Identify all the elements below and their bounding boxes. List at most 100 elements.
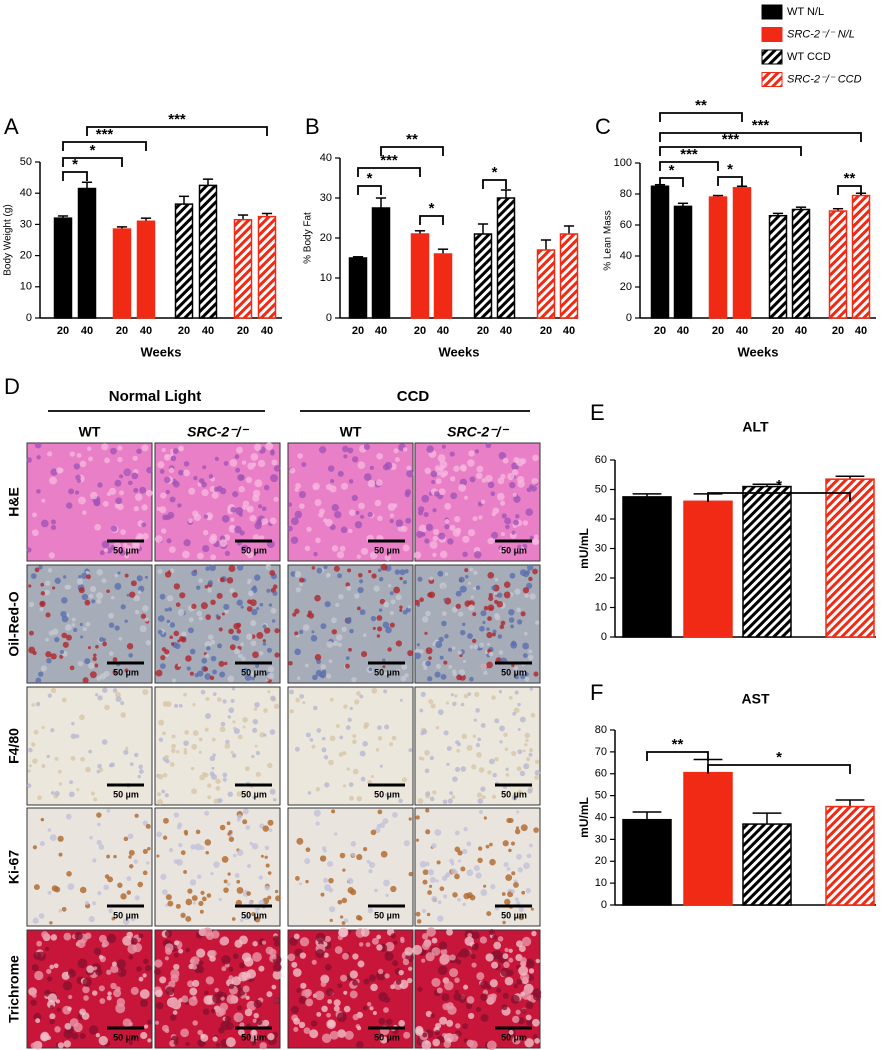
- micrograph-cell: [147, 846, 151, 851]
- micrograph-cell: [402, 958, 410, 966]
- micrograph-cell: [519, 716, 526, 723]
- micrograph-cell: [493, 591, 498, 596]
- micrograph-cell: [319, 446, 327, 454]
- micrograph-cell: [176, 858, 183, 866]
- micrograph-cell: [165, 759, 170, 764]
- micrograph-cell: [474, 691, 480, 698]
- micrograph-cell: [517, 867, 523, 873]
- micrograph-cell: [242, 808, 249, 815]
- micrograph-cell: [124, 545, 133, 554]
- micrograph-cell: [369, 551, 378, 560]
- micrograph-cell: [41, 725, 45, 729]
- bar: [473, 233, 493, 319]
- micrograph-cell: [179, 446, 184, 452]
- micrograph-cell: [30, 573, 37, 579]
- micrograph-cell: [185, 1042, 190, 1047]
- micrograph-cell: [504, 517, 512, 525]
- micrograph-cell: [342, 445, 349, 453]
- micrograph-cell: [320, 892, 325, 897]
- micrograph-cell: [260, 854, 264, 858]
- micrograph-cell: [220, 721, 226, 727]
- micrograph-cell: [49, 921, 53, 925]
- micrograph-cell: [366, 859, 371, 864]
- micrograph-cell: [46, 968, 52, 975]
- micrograph-cell: [432, 535, 439, 542]
- micrograph-cell: [305, 847, 311, 853]
- micrograph-cell: [390, 599, 396, 605]
- micrograph-cell: [268, 828, 273, 832]
- micrograph-cell: [195, 829, 201, 835]
- y-tick-label: 30: [595, 542, 607, 554]
- micrograph-cell: [432, 552, 437, 558]
- micrograph-cell: [91, 599, 96, 604]
- micrograph-cell: [385, 626, 392, 634]
- micrograph-cell: [377, 626, 383, 632]
- micrograph-cell: [269, 729, 276, 735]
- micrograph-cell: [510, 889, 515, 894]
- micrograph-cell: [392, 812, 398, 818]
- micrograph-cell: [370, 615, 377, 622]
- y-tick-label: 10: [595, 601, 607, 613]
- micrograph-cell: [89, 586, 97, 593]
- micrograph-cell: [454, 830, 460, 836]
- micrograph-cell: [233, 635, 240, 641]
- micrograph-cell: [304, 988, 312, 997]
- micrograph-cell: [227, 675, 235, 683]
- micrograph-cell: [120, 893, 127, 900]
- micrograph-bg: [287, 686, 414, 806]
- micrograph-cell: [533, 534, 539, 539]
- micrograph-cell: [446, 1019, 454, 1027]
- micrograph-cell: [114, 479, 122, 487]
- micrograph-cell: [425, 829, 431, 835]
- micrograph-cell: [115, 691, 121, 698]
- micrograph-cell: [333, 999, 341, 1007]
- micrograph-cell: [428, 699, 434, 705]
- micrograph-cell: [462, 659, 467, 663]
- micrograph-cell: [84, 599, 91, 606]
- micrograph-cell: [89, 671, 97, 679]
- micrograph-cell: [414, 551, 422, 559]
- y-tick-label: 0: [326, 312, 332, 324]
- micrograph-cell: [313, 551, 318, 557]
- micrograph-cell: [485, 442, 492, 449]
- micrograph-cell: [169, 568, 175, 573]
- micrograph-cell: [480, 993, 488, 1002]
- micrograph-cell: [504, 947, 509, 953]
- micrograph-cell: [36, 951, 46, 961]
- micrograph-cell: [88, 662, 95, 670]
- micrograph-cell: [389, 622, 395, 628]
- micrograph-cell: [185, 916, 192, 922]
- micrograph-cell: [299, 629, 304, 635]
- micrograph-cell: [328, 887, 334, 893]
- micrograph-cell: [456, 749, 460, 753]
- micrograph-cell: [480, 663, 487, 670]
- micrograph-cell: [69, 1018, 79, 1027]
- micrograph-cell: [261, 517, 269, 525]
- micrograph-cell: [299, 577, 305, 583]
- micrograph-cell: [463, 892, 470, 900]
- micrograph-cell: [112, 688, 118, 693]
- micrograph-cell: [309, 1029, 319, 1039]
- micrograph-cell: [120, 529, 126, 535]
- micrograph-cell: [425, 952, 435, 962]
- micrograph-cell: [316, 728, 322, 733]
- micrograph-cell: [508, 848, 512, 853]
- legend-label: SRC-2⁻/⁻ CCD: [787, 73, 862, 85]
- micrograph-cell: [389, 742, 394, 747]
- micrograph-cell: [453, 465, 460, 472]
- micrograph-cell: [407, 977, 413, 984]
- micrograph-cell: [404, 569, 409, 574]
- micrograph-cell: [357, 461, 366, 469]
- x-tick-label: 40: [375, 325, 387, 337]
- micrograph-cell: [267, 1033, 275, 1041]
- micrograph-cell: [426, 927, 436, 937]
- micrograph-cell: [532, 988, 542, 998]
- micrograph-cell: [329, 1030, 339, 1040]
- micrograph-cell: [239, 1022, 245, 1028]
- micrograph-cell: [191, 964, 197, 970]
- x-tick-label: 40: [202, 325, 214, 337]
- micrograph-cell: [422, 869, 429, 876]
- micrograph-cell: [359, 579, 364, 584]
- micrograph-cell: [331, 629, 337, 635]
- micrograph-cell: [359, 694, 364, 699]
